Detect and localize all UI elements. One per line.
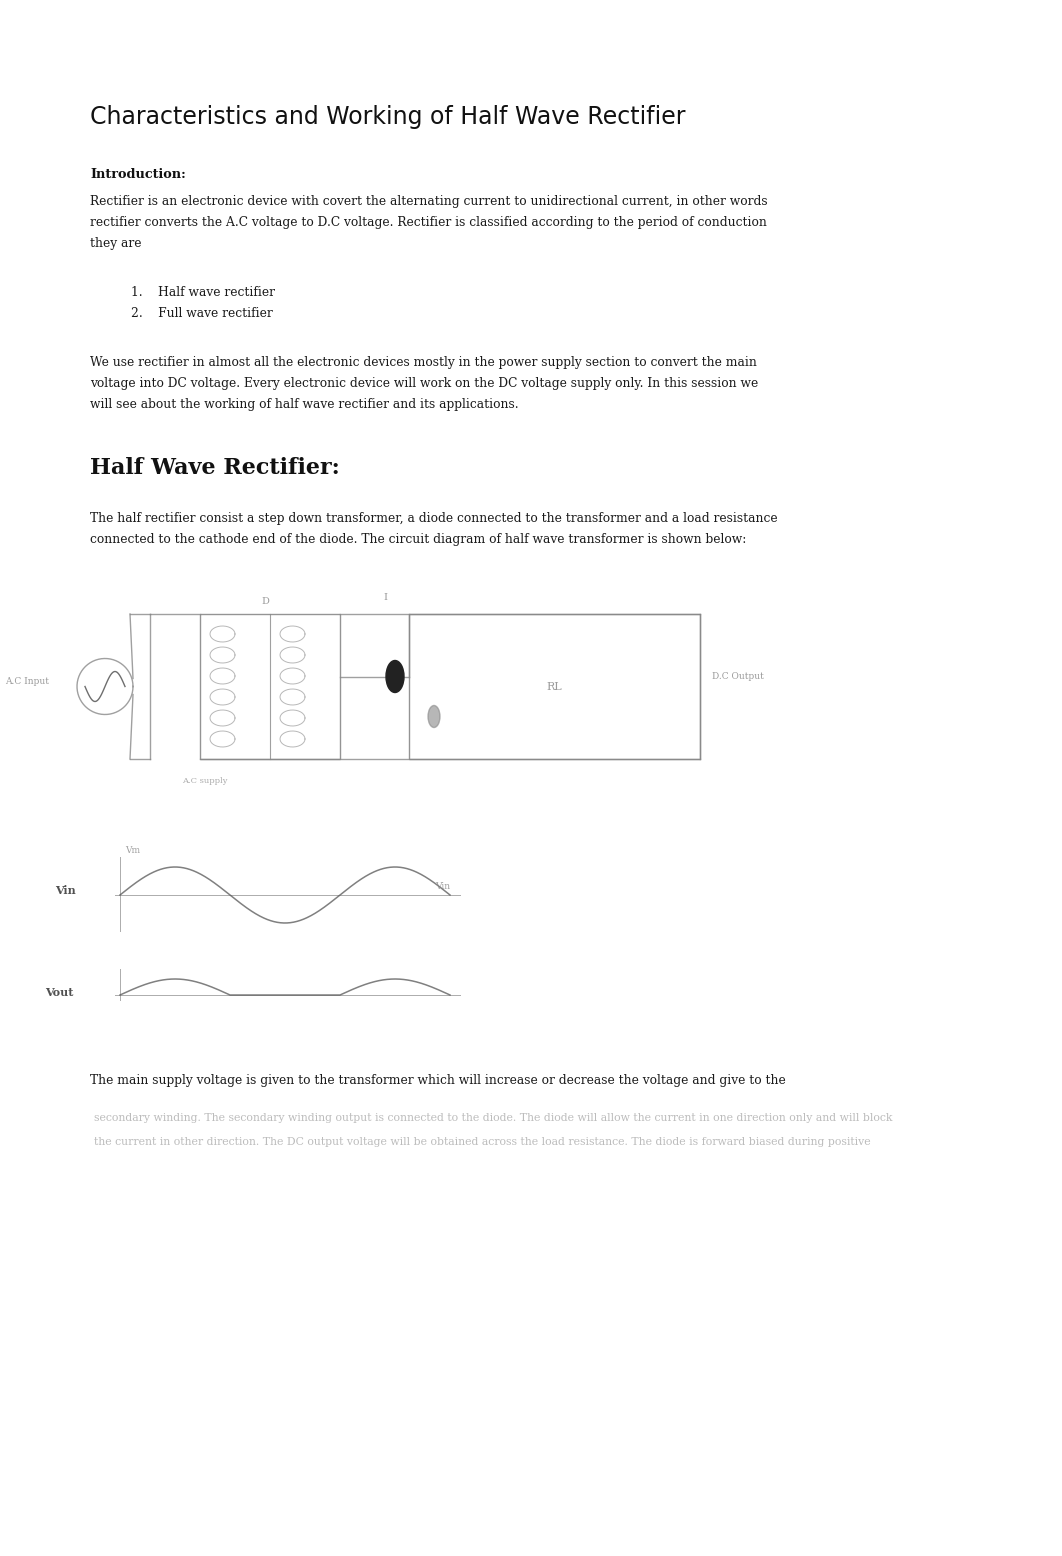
Text: rectifier converts the A.C voltage to D.C voltage. Rectifier is classified accor: rectifier converts the A.C voltage to D.… xyxy=(90,216,767,229)
Text: Vin: Vin xyxy=(435,882,450,892)
Text: Rectifier is an electronic device with covert the alternating current to unidire: Rectifier is an electronic device with c… xyxy=(90,194,768,209)
Text: will see about the working of half wave rectifier and its applications.: will see about the working of half wave … xyxy=(90,398,519,411)
Text: 2.    Full wave rectifier: 2. Full wave rectifier xyxy=(131,307,272,321)
Ellipse shape xyxy=(386,660,404,692)
Text: The main supply voltage is given to the transformer which will increase or decre: The main supply voltage is given to the … xyxy=(90,1074,786,1088)
Text: Vin: Vin xyxy=(55,885,75,896)
Text: The half rectifier consist a step down transformer, a diode connected to the tra: The half rectifier consist a step down t… xyxy=(90,512,777,524)
Text: We use rectifier in almost all the electronic devices mostly in the power supply: We use rectifier in almost all the elect… xyxy=(90,356,757,369)
Text: Half Wave Rectifier:: Half Wave Rectifier: xyxy=(90,457,340,479)
Text: Vout: Vout xyxy=(45,988,73,999)
Text: RL: RL xyxy=(547,682,562,691)
Text: D: D xyxy=(261,598,269,605)
Text: Characteristics and Working of Half Wave Rectifier: Characteristics and Working of Half Wave… xyxy=(90,104,686,129)
Bar xyxy=(409,615,700,759)
Text: Vm: Vm xyxy=(125,846,140,854)
Text: A.C supply: A.C supply xyxy=(183,776,227,784)
Text: voltage into DC voltage. Every electronic device will work on the DC voltage sup: voltage into DC voltage. Every electroni… xyxy=(90,377,758,391)
Text: the current in other direction. The DC output voltage will be obtained across th: the current in other direction. The DC o… xyxy=(93,1137,871,1147)
Text: secondary winding. The secondary winding output is connected to the diode. The d: secondary winding. The secondary winding… xyxy=(93,1114,892,1123)
Ellipse shape xyxy=(428,705,440,728)
Text: D.C Output: D.C Output xyxy=(712,672,764,682)
Text: I: I xyxy=(383,593,387,602)
Text: connected to the cathode end of the diode. The circuit diagram of half wave tran: connected to the cathode end of the diod… xyxy=(90,534,747,546)
Text: 1.    Half wave rectifier: 1. Half wave rectifier xyxy=(131,286,275,299)
Bar xyxy=(200,615,340,759)
Text: they are: they are xyxy=(90,237,141,251)
Text: A.C Input: A.C Input xyxy=(5,677,49,686)
Text: Introduction:: Introduction: xyxy=(90,168,186,180)
